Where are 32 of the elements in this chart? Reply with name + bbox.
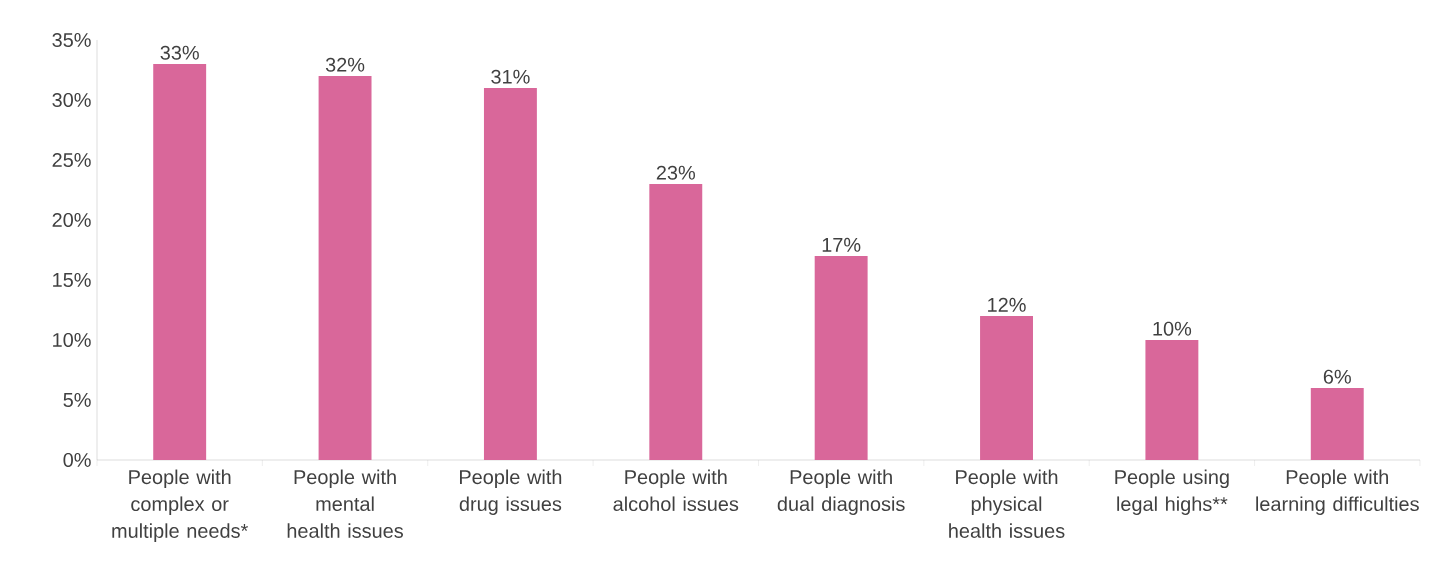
bar: [1310, 388, 1364, 460]
y-tick-label: 30%: [52, 92, 91, 108]
data-label: 32%: [325, 57, 365, 72]
x-tick-label: People with complex or multiple needs*: [112, 469, 248, 542]
y-tick-label: 20%: [52, 212, 91, 228]
data-label: 23%: [656, 165, 695, 180]
y-tick-label: 25%: [52, 152, 91, 168]
y-tick-label: 15%: [53, 272, 91, 287]
data-label: 31%: [491, 69, 530, 84]
data-label: 6%: [1323, 369, 1351, 384]
bar: [483, 88, 537, 460]
x-tick-label: People with dual diagnosis: [777, 469, 905, 515]
x-tick-label: People using legal highs**: [1115, 469, 1229, 515]
x-tick-label: People with learning difficulties: [1256, 469, 1419, 515]
data-label: 17%: [822, 237, 861, 252]
x-tick-label: People with mental health issues: [287, 469, 403, 538]
x-tick-label: People with alcohol issues: [613, 469, 739, 512]
x-tick-label: People with drug issues: [459, 469, 562, 515]
bar: [153, 64, 207, 460]
x-tick-label: People with physical health issues: [949, 469, 1065, 538]
bar: [1145, 340, 1199, 460]
y-tick-label: 35%: [52, 32, 91, 48]
y-tick-label: 10%: [53, 332, 91, 348]
bar: [649, 184, 703, 460]
y-tick-label: 5%: [63, 392, 91, 407]
data-label: 33%: [160, 45, 199, 60]
data-label: 12%: [988, 297, 1026, 312]
y-tick-label: 0%: [63, 452, 91, 468]
bar: [318, 76, 372, 460]
data-label: 10%: [1153, 321, 1192, 336]
bar: [980, 316, 1033, 460]
bar: [814, 256, 868, 460]
